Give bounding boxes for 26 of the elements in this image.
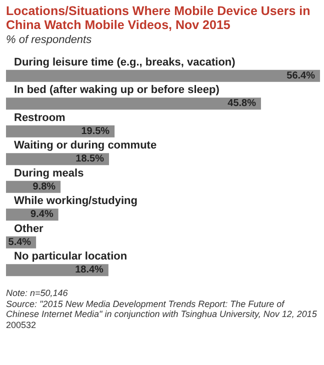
data-label: 5.4% <box>8 236 32 248</box>
data-label: 18.4% <box>75 264 104 276</box>
text: 200532 <box>6 320 38 330</box>
data-label: 9.4% <box>30 209 54 220</box>
y-tick-label: Waiting or during commute <box>14 140 157 152</box>
y-tick-label: During leisure time (e.g., breaks, vacation) <box>14 56 236 68</box>
y-tick-label: In bed (after waking up or before sleep) <box>14 84 220 96</box>
y-tick-label: Other <box>14 222 44 235</box>
bar <box>6 70 320 82</box>
data-label: 9.8% <box>32 181 56 192</box>
chart-title: Locations/Situations Where Mobile Device Users in China Watch Mobile Videos, Nov 2015 <box>5 3 312 32</box>
bar <box>6 98 261 110</box>
y-tick-label: Restroom <box>14 112 66 124</box>
y-tick-label: No particular location <box>14 250 128 263</box>
data-label: 56.4% <box>286 70 316 82</box>
bar <box>6 125 115 138</box>
data-label: 19.5% <box>81 126 110 137</box>
data-label: 18.5% <box>76 154 104 165</box>
bar <box>6 153 109 166</box>
chart-subtitle: % of respondents <box>5 33 93 48</box>
text: Note: n=50,146 <box>6 288 69 298</box>
data-label: 45.8% <box>228 98 256 110</box>
source-note: Source: "2015 New Media Development Trends Report: The Future of Chinese Internet Media" in conjunction with Tsinghua University, Nov 12, 2015 <box>6 298 318 320</box>
y-tick-label: While working/studying <box>14 195 138 208</box>
y-tick-label: During meals <box>14 167 84 180</box>
bar <box>6 264 108 276</box>
